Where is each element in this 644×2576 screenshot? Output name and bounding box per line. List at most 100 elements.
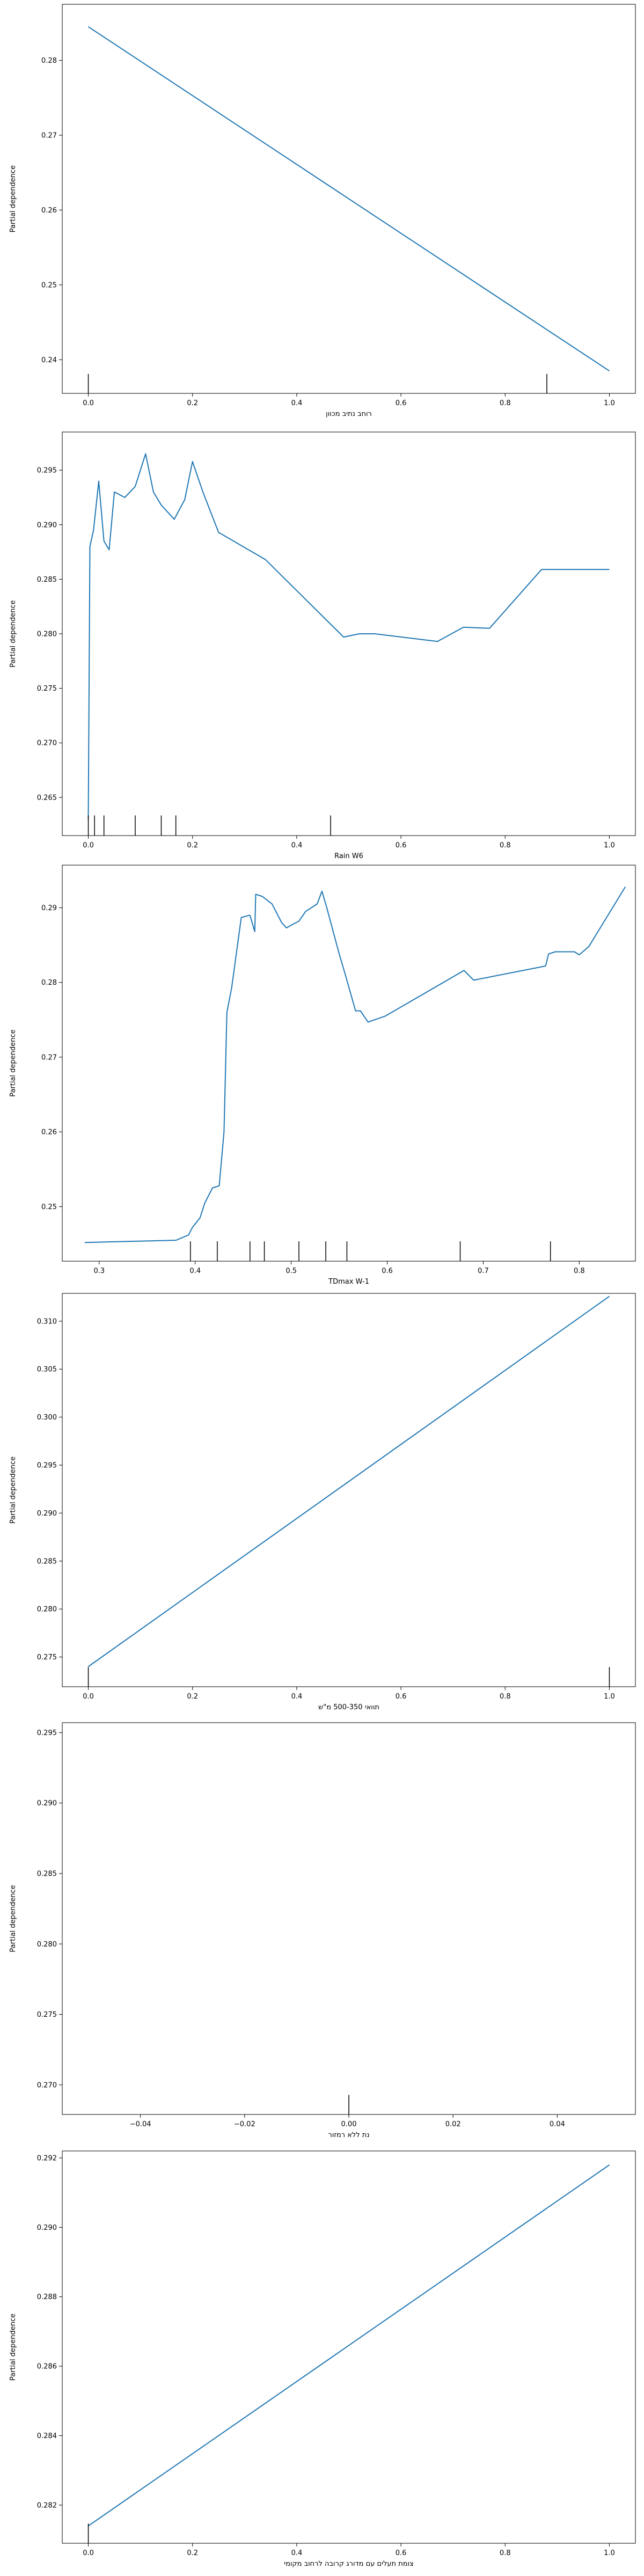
y-tick-label: 0.295 [37,1462,57,1470]
plot-frame [62,431,636,836]
x-axis-label: תוואי 500-350 מ"ש [318,1703,379,1711]
y-tick-label: 0.28 [41,57,57,65]
x-tick-label: −0.02 [234,2120,255,2128]
x-tick-label: 0.8 [500,399,511,407]
y-tick-label: 0.310 [37,1318,57,1326]
y-tick-label: 0.26 [41,1129,57,1137]
y-tick-label: 0.270 [37,740,57,748]
x-tick-label: 0.2 [187,1693,198,1701]
panel-4: 0.0 0.2 0.4 0.6 0.8 1.0 0.275 0.280 0.285 0.290 0.… [9,1293,636,1711]
x-axis-label: TDmax W-1 [328,1278,369,1286]
y-axis-label: Partial dependence [9,1457,17,1524]
panel-5: −0.04 −0.02 0.00 0.02 0.04 0.270 0.275 0.280 0.2… [9,1722,636,2139]
pd-line-series-1 [87,2164,610,2527]
plot-frame [62,1722,636,2115]
x-tick-label: 0.6 [396,2549,407,2557]
y-axis-label: Partial dependence [9,2314,17,2381]
y-tick-label: 0.275 [37,685,57,693]
x-tick-label: 0.04 [550,2120,565,2128]
x-tick-label: 0.7 [478,1267,489,1275]
pd-line-series-1 [84,886,626,1243]
x-tick-label: 0.4 [291,399,303,407]
panel-3: 0.3 0.4 0.5 0.6 0.7 0.8 0.25 0.26 0.27 0.28 0.29 TD… [9,865,636,1286]
y-tick-label: 0.24 [41,356,57,364]
x-tick-label: 0.4 [189,1267,201,1275]
x-tick-label: 0.0 [83,1693,94,1701]
y-tick-label: 0.295 [37,467,57,475]
y-tick-label: 0.28 [41,979,57,987]
y-axis-label: Partial dependence [9,1885,17,1952]
x-tick-label: −0.04 [130,2120,151,2128]
y-tick-label: 0.285 [37,1557,57,1565]
y-tick-label: 0.275 [37,1653,57,1662]
plot-frame [62,865,636,1262]
plot-frame [62,4,636,394]
x-tick-label: 1.0 [604,1693,615,1701]
y-tick-label: 0.292 [37,2154,57,2162]
y-axis-label: Partial dependence [9,600,17,667]
x-tick-label: 0.8 [500,1693,511,1701]
y-tick-label: 0.288 [37,2293,57,2301]
y-tick-label: 0.285 [37,1870,57,1878]
x-axis-label: נת ללא רמזור [328,2131,369,2139]
x-tick-label: 0.4 [291,2549,303,2557]
y-tick-label: 0.290 [37,1799,57,1807]
x-axis-label: צומת תעלים עם מדורג קרובה לרחוב מקומי [284,2560,414,2568]
x-axis-label: רוחב נתיב מכוון [326,410,372,418]
y-tick-label: 0.284 [37,2432,57,2440]
x-tick-label: 0.4 [291,1693,303,1701]
y-tick-label: 0.25 [41,281,57,289]
y-tick-label: 0.275 [37,2011,57,2019]
y-tick-label: 0.282 [37,2501,57,2509]
x-tick-label: 0.2 [187,399,198,407]
y-tick-label: 0.280 [37,1606,57,1614]
y-tick-label: 0.305 [37,1366,57,1374]
y-tick-label: 0.300 [37,1414,57,1422]
x-tick-label: 0.4 [291,841,303,850]
x-tick-label: 0.02 [445,2120,461,2128]
x-tick-label: 0.3 [94,1267,105,1275]
x-tick-label: 1.0 [604,399,615,407]
y-tick-label: 0.295 [37,1729,57,1737]
x-tick-label: 0.0 [83,2549,94,2557]
x-tick-label: 0.8 [500,2549,511,2557]
x-axis-label: Rain W6 [334,852,363,860]
y-tick-label: 0.25 [41,1203,57,1211]
y-axis-label: Partial dependence [9,165,17,232]
x-tick-label: 1.0 [604,841,615,850]
x-tick-label: 0.0 [83,399,94,407]
y-tick-label: 0.270 [37,2081,57,2089]
y-axis-label: Partial dependence [9,1029,17,1096]
y-tick-label: 0.26 [41,207,57,215]
y-tick-label: 0.29 [41,904,57,912]
y-tick-label: 0.27 [41,1053,57,1062]
pd-line-series-1 [87,26,610,372]
x-tick-label: 1.0 [604,2549,615,2557]
plot-frame [62,2150,636,2544]
x-tick-label: 0.8 [500,841,511,850]
panel-6: 0.0 0.2 0.4 0.6 0.8 1.0 0.282 0.284 0.286 0.288 0.… [9,2150,636,2568]
y-tick-label: 0.286 [37,2363,57,2371]
pd-line-series-1 [87,453,610,819]
plot-frame [62,1293,636,1687]
y-tick-label: 0.280 [37,1941,57,1949]
y-tick-label: 0.280 [37,631,57,639]
y-tick-label: 0.290 [37,2224,57,2232]
pd-line-series-1 [87,1296,610,1667]
x-tick-label: 0.6 [396,399,407,407]
x-tick-label: 0.2 [187,841,198,850]
panel-2: 0.0 0.2 0.4 0.6 0.8 1.0 0.265 0.270 0.275 0.280 0.… [9,431,636,860]
x-tick-label: 0.0 [83,841,94,850]
x-tick-label: 0.6 [382,1267,393,1275]
x-tick-label: 0.5 [286,1267,297,1275]
x-tick-label: 0.6 [396,1693,407,1701]
x-tick-label: 0.2 [187,2549,198,2557]
y-tick-label: 0.290 [37,1510,57,1518]
x-tick-label: 0.8 [574,1267,585,1275]
y-tick-label: 0.285 [37,576,57,584]
panel-1: 0.0 0.2 0.4 0.6 0.8 1.0 0.24 0.25 0.26 0.27 0.28 רו… [9,4,636,418]
x-tick-label: 0.6 [396,841,407,850]
y-tick-label: 0.290 [37,521,57,529]
y-tick-label: 0.27 [41,131,57,140]
